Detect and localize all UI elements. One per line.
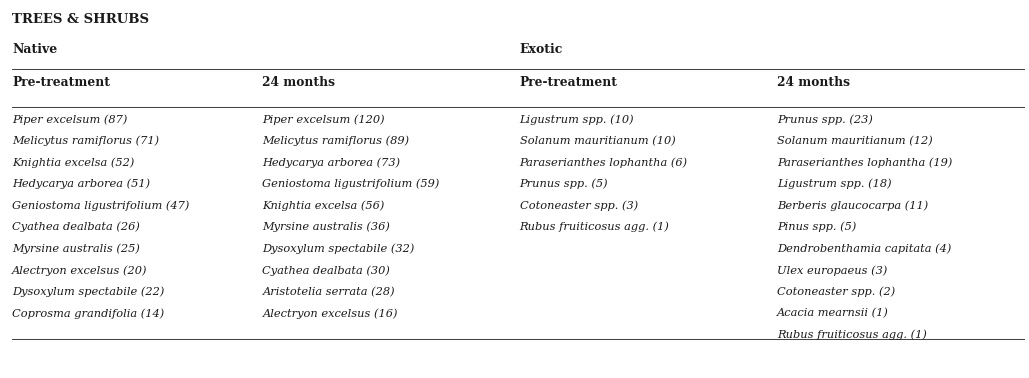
Text: Exotic: Exotic xyxy=(520,43,563,56)
Text: Geniostoma ligustrifolium (59): Geniostoma ligustrifolium (59) xyxy=(262,179,439,189)
Text: Melicytus ramiflorus (89): Melicytus ramiflorus (89) xyxy=(262,136,410,146)
Text: Solanum mauritianum (10): Solanum mauritianum (10) xyxy=(520,136,675,146)
Text: Pinus spp. (5): Pinus spp. (5) xyxy=(777,222,856,232)
Text: Ulex europaeus (3): Ulex europaeus (3) xyxy=(777,265,887,276)
Text: Paraserianthes lophantha (6): Paraserianthes lophantha (6) xyxy=(520,157,687,168)
Text: Pre-treatment: Pre-treatment xyxy=(12,76,110,88)
Text: Rubus fruiticosus agg. (1): Rubus fruiticosus agg. (1) xyxy=(520,222,670,232)
Text: Aristotelia serrata (28): Aristotelia serrata (28) xyxy=(262,287,395,297)
Text: 24 months: 24 months xyxy=(262,76,335,88)
Text: Myrsine australis (36): Myrsine australis (36) xyxy=(262,222,390,232)
Text: Coprosma grandifolia (14): Coprosma grandifolia (14) xyxy=(12,308,165,319)
Text: Knightia excelsa (56): Knightia excelsa (56) xyxy=(262,200,385,211)
Text: Dysoxylum spectabile (22): Dysoxylum spectabile (22) xyxy=(12,287,165,297)
Text: TREES & SHRUBS: TREES & SHRUBS xyxy=(12,13,149,26)
Text: Prunus spp. (5): Prunus spp. (5) xyxy=(520,179,608,189)
Text: Acacia mearnsii (1): Acacia mearnsii (1) xyxy=(777,308,889,318)
Text: Pre-treatment: Pre-treatment xyxy=(520,76,617,88)
Text: Alectryon excelsus (20): Alectryon excelsus (20) xyxy=(12,265,148,276)
Text: Ligustrum spp. (10): Ligustrum spp. (10) xyxy=(520,114,634,125)
Text: Dendrobenthamia capitata (4): Dendrobenthamia capitata (4) xyxy=(777,243,951,254)
Text: Alectryon excelsus (16): Alectryon excelsus (16) xyxy=(262,308,398,319)
Text: Knightia excelsa (52): Knightia excelsa (52) xyxy=(12,157,135,168)
Text: Piper excelsum (87): Piper excelsum (87) xyxy=(12,114,128,125)
Text: Piper excelsum (120): Piper excelsum (120) xyxy=(262,114,385,125)
Text: Cotoneaster spp. (3): Cotoneaster spp. (3) xyxy=(520,200,638,211)
Text: Prunus spp. (23): Prunus spp. (23) xyxy=(777,114,873,125)
Text: Cotoneaster spp. (2): Cotoneaster spp. (2) xyxy=(777,287,895,297)
Text: Paraserianthes lophantha (19): Paraserianthes lophantha (19) xyxy=(777,157,952,168)
Text: Native: Native xyxy=(12,43,58,56)
Text: Hedycarya arborea (51): Hedycarya arborea (51) xyxy=(12,179,150,189)
Text: Hedycarya arborea (73): Hedycarya arborea (73) xyxy=(262,157,400,168)
Text: Cyathea dealbata (30): Cyathea dealbata (30) xyxy=(262,265,390,276)
Text: 24 months: 24 months xyxy=(777,76,850,88)
Text: Berberis glaucocarpa (11): Berberis glaucocarpa (11) xyxy=(777,200,928,211)
Text: Geniostoma ligustrifolium (47): Geniostoma ligustrifolium (47) xyxy=(12,200,189,211)
Text: Solanum mauritianum (12): Solanum mauritianum (12) xyxy=(777,136,932,146)
Text: Dysoxylum spectabile (32): Dysoxylum spectabile (32) xyxy=(262,243,415,254)
Text: Cyathea dealbata (26): Cyathea dealbata (26) xyxy=(12,222,140,232)
Text: Myrsine australis (25): Myrsine australis (25) xyxy=(12,243,140,254)
Text: Ligustrum spp. (18): Ligustrum spp. (18) xyxy=(777,179,891,189)
Text: Melicytus ramiflorus (71): Melicytus ramiflorus (71) xyxy=(12,136,159,146)
Text: Rubus fruiticosus agg. (1): Rubus fruiticosus agg. (1) xyxy=(777,330,927,340)
